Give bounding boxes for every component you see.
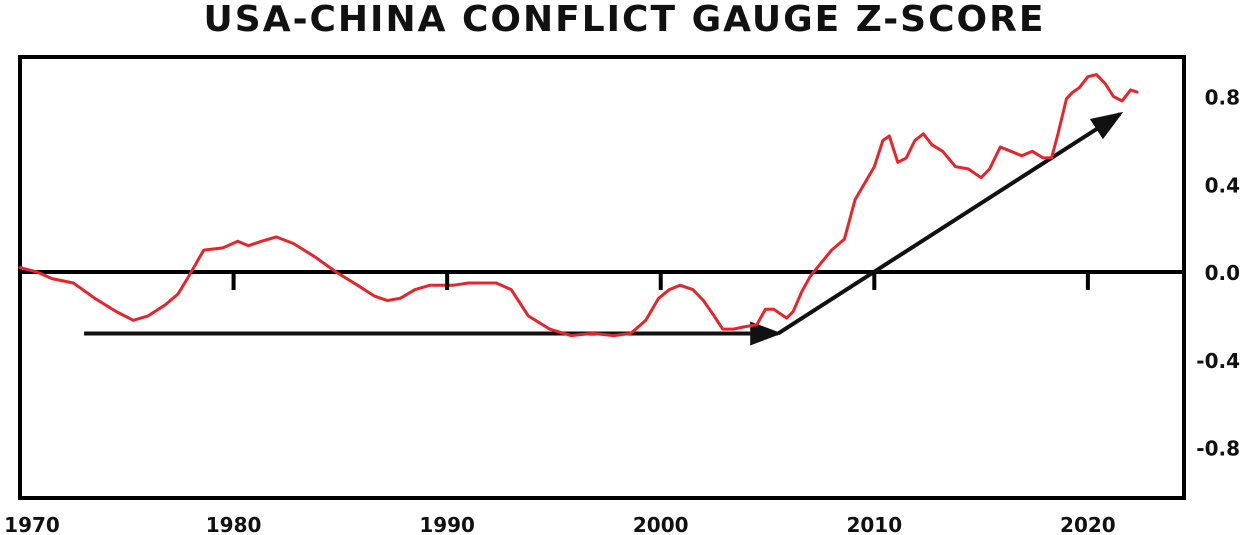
y-tick-label: -0.4 <box>1196 349 1240 373</box>
trend-arrow <box>777 111 1124 336</box>
x-tick-label: 1970 <box>4 513 60 535</box>
x-tick-label: 2020 <box>1060 513 1116 535</box>
conflict-gauge-series-line <box>18 73 1139 338</box>
x-tick-label: 2000 <box>633 513 689 535</box>
x-tick-label: 1980 <box>206 513 262 535</box>
y-tick-label: 0.4 <box>1205 173 1240 197</box>
y-tick-label: 0.8 <box>1205 85 1240 109</box>
x-tick-label: 1990 <box>419 513 475 535</box>
x-tick-label: 2010 <box>846 513 902 535</box>
y-tick-label: 0.0 <box>1205 261 1240 285</box>
plot-frame <box>18 55 1186 500</box>
y-tick-label: -0.8 <box>1196 437 1240 461</box>
chart-title: USA-CHINA CONFLICT GAUGE Z-SCORE <box>203 0 1046 40</box>
